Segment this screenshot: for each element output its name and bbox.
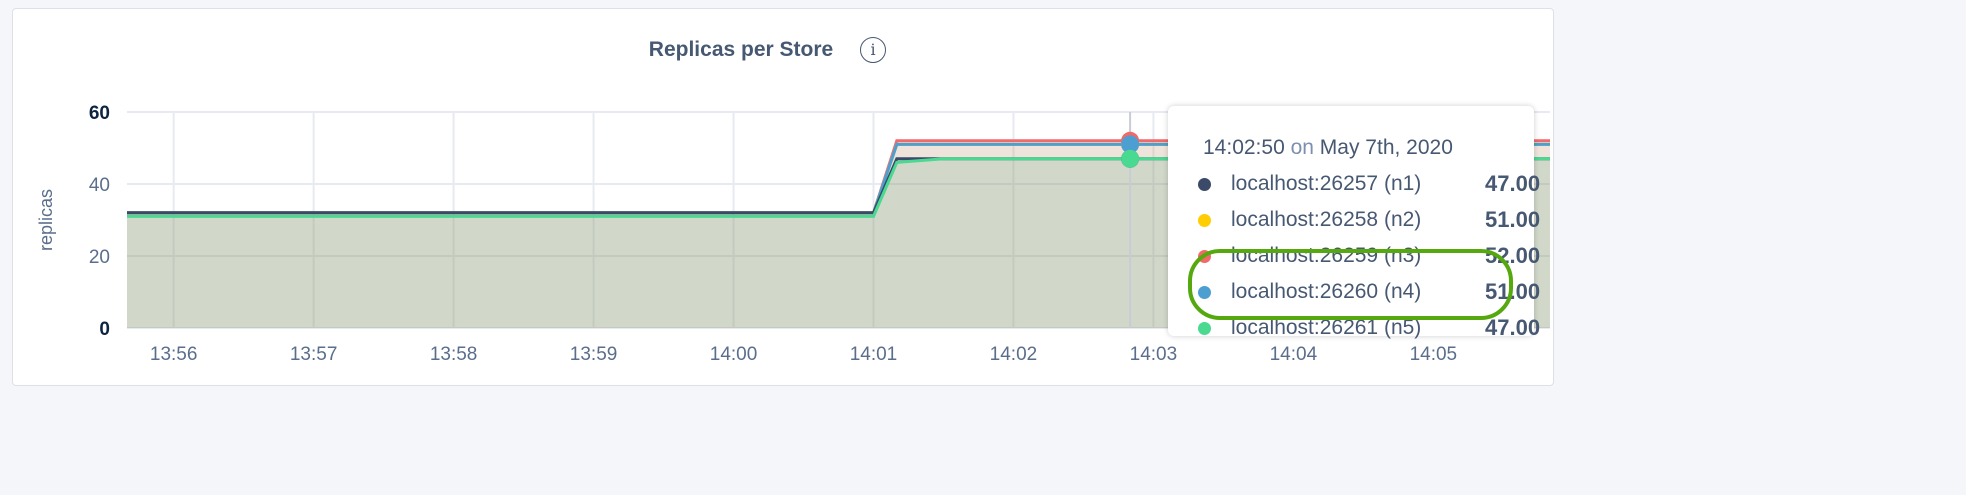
y-tick-label: 0 bbox=[99, 319, 110, 340]
tooltip-series-value: 51.00 bbox=[1485, 207, 1541, 232]
tooltip-row: localhost:26258 (n2) 51.00 bbox=[1198, 202, 1540, 238]
highlight-annotation bbox=[1188, 249, 1513, 320]
y-tick-label: 20 bbox=[89, 247, 110, 268]
x-tick-label: 14:01 bbox=[850, 344, 898, 365]
tooltip-row: localhost:26257 (n1) 47.00 bbox=[1198, 166, 1540, 202]
series-line bbox=[127, 157, 1550, 218]
y-axis-label: replicas bbox=[36, 189, 56, 251]
tooltip-series-value: 47.00 bbox=[1485, 171, 1541, 196]
x-tick-label: 13:59 bbox=[570, 344, 618, 365]
tooltip-time: 14:02:50 on May 7th, 2020 bbox=[1203, 136, 1453, 159]
tooltip-series-value: 47.00 bbox=[1485, 315, 1541, 340]
tooltip-series-label: localhost:26260 (n4) bbox=[1231, 280, 1422, 303]
tooltip-row: localhost:26261 (n5) 47.00 bbox=[1198, 310, 1540, 346]
x-tick-label: 14:00 bbox=[710, 344, 758, 365]
chart-title: Replicas per Store bbox=[648, 38, 834, 61]
tooltip: 14:02:50 on May 7th, 2020 localhost:2625… bbox=[1168, 106, 1540, 340]
hover-point bbox=[1121, 149, 1140, 168]
hover-point bbox=[1121, 135, 1140, 154]
y-tick-label: 40 bbox=[89, 175, 110, 196]
tooltip-series-label: localhost:26257 (n1) bbox=[1231, 172, 1422, 195]
x-tick-label: 14:04 bbox=[1270, 344, 1318, 365]
series-dot-icon bbox=[1198, 321, 1211, 335]
x-tick-label: 13:58 bbox=[430, 344, 478, 365]
y-tick-label: 60 bbox=[89, 103, 110, 124]
x-tick-label: 13:57 bbox=[290, 344, 338, 365]
series-dot-icon bbox=[1198, 177, 1211, 191]
x-tick-label: 14:05 bbox=[1410, 344, 1458, 365]
series-dot-icon bbox=[1198, 213, 1211, 227]
x-tick-label: 14:02 bbox=[990, 344, 1038, 365]
x-tick-label: 13:56 bbox=[150, 344, 198, 365]
x-tick-label: 14:03 bbox=[1130, 344, 1178, 365]
tooltip-series-label: localhost:26261 (n5) bbox=[1231, 316, 1422, 339]
info-icon[interactable]: i bbox=[860, 37, 886, 63]
tooltip-series-label: localhost:26258 (n2) bbox=[1231, 208, 1422, 231]
